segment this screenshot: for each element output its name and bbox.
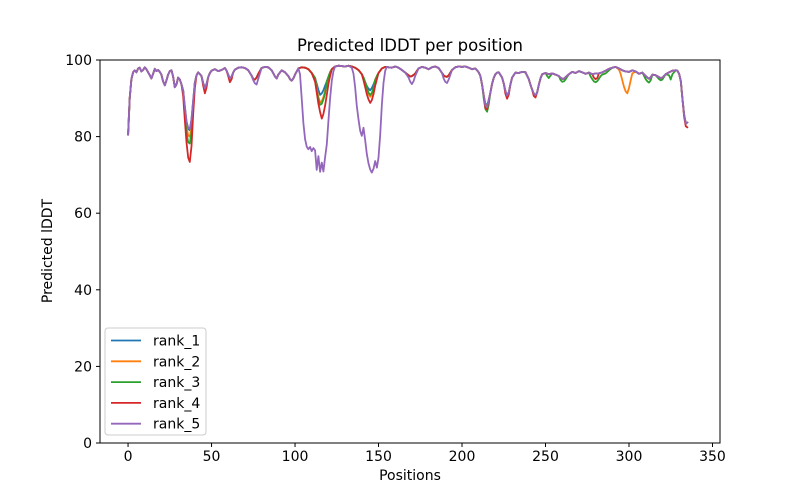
series-line-rank_4 [127,64,689,163]
x-tick-label: 150 [365,449,392,465]
x-tick-label: 100 [282,449,309,465]
chart-title: Predicted lDDT per position [296,36,524,55]
y-tick-label: 100 [65,53,92,69]
legend-label-rank_1: rank_1 [153,334,200,350]
series-line-rank_5 [127,64,689,174]
legend-label-rank_5: rank_5 [153,417,200,433]
legend-label-rank_2: rank_2 [153,354,200,370]
legend-box [104,327,207,436]
y-tick-label: 40 [74,283,92,299]
x-tick-label: 250 [532,449,559,465]
y-tick-label: 0 [83,436,92,452]
y-axis-label: Predicted lDDT [40,198,56,304]
y-tick-label: 20 [74,359,92,375]
y-tick-label: 60 [74,206,92,222]
x-tick-label: 50 [203,449,221,465]
y-tick-label: 80 [74,130,92,146]
plot-frame [99,59,721,444]
x-tick-label: 200 [449,449,476,465]
x-tick-label: 300 [616,449,643,465]
x-tick-label: 0 [124,449,133,465]
x-tick-label: 350 [699,449,726,465]
x-axis-label: Positions [379,468,441,484]
legend-label-rank_4: rank_4 [153,396,200,412]
legend-label-rank_3: rank_3 [153,375,200,391]
